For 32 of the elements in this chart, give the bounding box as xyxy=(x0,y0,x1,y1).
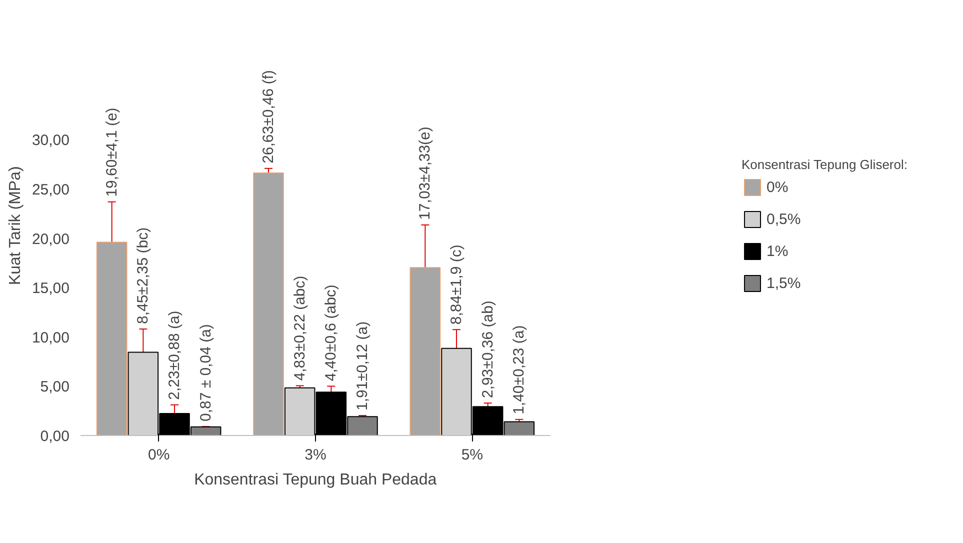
x-tick-label: 5% xyxy=(461,446,484,464)
data-label: 2,93±0,36 (ab) xyxy=(479,300,496,398)
legend-label: 1% xyxy=(766,242,788,260)
data-label: 4,83±0,22 (abc) xyxy=(291,276,308,381)
legend-label: 1,5% xyxy=(766,274,801,292)
data-label: 26,63±0,46 (f) xyxy=(260,70,277,164)
bar xyxy=(96,242,128,436)
data-label: 8,45±2,35 (bc) xyxy=(134,227,152,324)
data-label: 1,91±0,12 (a) xyxy=(354,321,371,410)
data-label: 19,60±4,1 (e) xyxy=(103,108,120,197)
x-tick-label: 0% xyxy=(148,446,170,464)
y-tick-label: 0,00 xyxy=(40,428,70,445)
data-label: 8,84±1,9 (c) xyxy=(448,244,465,325)
y-axis-title: Kuat Tarik (MPa) xyxy=(6,166,24,286)
data-label: 4,40±0,6 (abc) xyxy=(322,284,340,382)
y-tick-label: 25,00 xyxy=(32,182,70,199)
x-tick-label: 3% xyxy=(304,446,326,464)
legend-label: 0% xyxy=(766,178,788,196)
data-label: 17,03±4,33(e) xyxy=(416,126,434,220)
y-tick-label: 10,00 xyxy=(32,329,70,346)
data-label: 0,87 ± 0,04 (a) xyxy=(197,324,214,422)
legend-title: Konsentrasi Tepung Gliserol: xyxy=(742,157,908,172)
y-tick-label: 5,00 xyxy=(40,378,70,396)
bar xyxy=(253,172,284,436)
y-tick-label: 15,00 xyxy=(32,280,70,298)
y-tick-label: 30,00 xyxy=(32,132,70,150)
y-tick-label: 20,00 xyxy=(32,230,70,248)
legend-label: 0,5% xyxy=(766,210,801,228)
x-axis-title: Konsentrasi Tepung Buah Pedada xyxy=(194,472,437,488)
bar xyxy=(410,267,441,436)
data-label: 1,40±0,23 (a) xyxy=(510,325,528,414)
data-label: 2,23±0,88 (a) xyxy=(166,310,183,400)
